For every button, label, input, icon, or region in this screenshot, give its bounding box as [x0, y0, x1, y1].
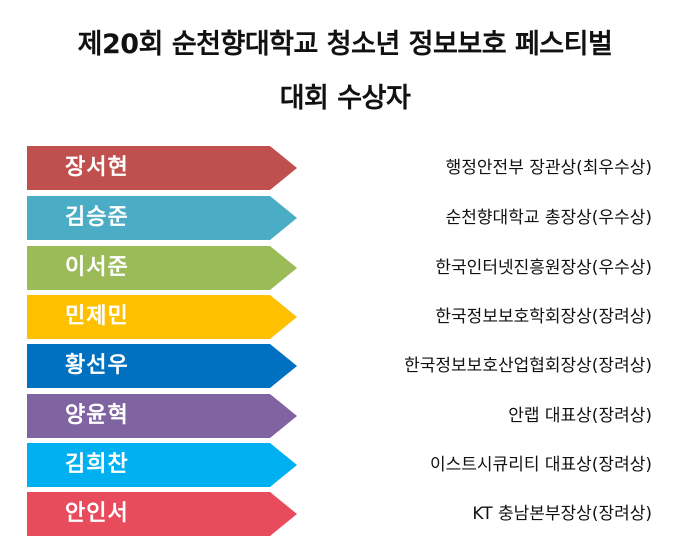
winner-row: 황선우 한국정보보호산업협회장상(장려상)	[0, 344, 690, 388]
winner-row: 이서준 한국인터넷진흥원장상(우수상)	[0, 246, 690, 290]
arrow-banner: 김승준	[27, 196, 297, 240]
winner-row: 안인서 KT 충남본부장상(장려상)	[0, 492, 690, 536]
winner-row: 장서현 행정안전부 장관상(최우수상)	[0, 146, 690, 190]
winner-row: 민제민 한국정보보호학회장상(장려상)	[0, 295, 690, 339]
winner-row: 양윤혁 안랩 대표상(장려상)	[0, 394, 690, 438]
winner-award: 이스트시큐리티 대표상(장려상)	[430, 455, 652, 475]
arrow-banner: 이서준	[27, 246, 297, 290]
arrow-banner: 민제민	[27, 295, 297, 339]
winner-name: 김승준	[65, 205, 129, 230]
winner-award: 한국인터넷진흥원장상(우수상)	[435, 258, 652, 278]
arrow-banner: 장서현	[27, 146, 297, 190]
arrow-banner: 황선우	[27, 344, 297, 388]
winner-award: 안랩 대표상(장려상)	[508, 406, 652, 426]
winner-name: 장서현	[65, 155, 129, 180]
winner-award: 한국정보보호산업협회장상(장려상)	[404, 356, 652, 376]
page-title: 제20회 순천향대학교 청소년 정보보호 페스티벌	[77, 29, 613, 60]
arrow-banner: 안인서	[27, 492, 297, 536]
winner-award: KT 충남본부장상(장려상)	[472, 504, 652, 524]
arrow-banner: 김희찬	[27, 443, 297, 487]
winner-name: 안인서	[65, 501, 129, 526]
page-subtitle: 대회 수상자	[279, 83, 411, 114]
winner-award: 순천향대학교 총장상(우수상)	[445, 208, 652, 228]
arrow-banner: 양윤혁	[27, 394, 297, 438]
winner-award: 한국정보보호학회장상(장려상)	[435, 307, 652, 327]
winner-name: 황선우	[65, 353, 129, 378]
winner-name: 민제민	[65, 304, 129, 329]
winner-name: 이서준	[65, 255, 129, 280]
winner-row: 김승준 순천향대학교 총장상(우수상)	[0, 196, 690, 240]
winner-name: 김희찬	[65, 452, 129, 477]
winner-row: 김희찬 이스트시큐리티 대표상(장려상)	[0, 443, 690, 487]
winner-award: 행정안전부 장관상(최우수상)	[445, 158, 652, 178]
winner-name: 양윤혁	[65, 403, 129, 428]
